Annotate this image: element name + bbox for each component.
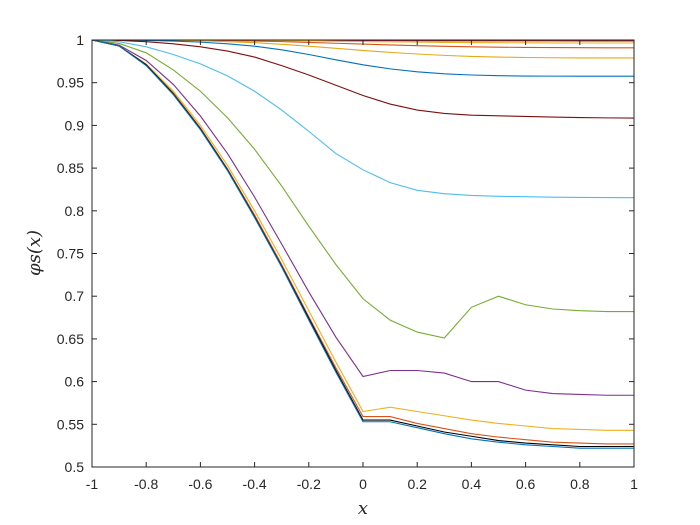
series-layer xyxy=(91,39,635,449)
x-tick-label: 0.8 xyxy=(570,476,590,492)
series-line-5 xyxy=(92,39,634,59)
series-line-7 xyxy=(91,39,635,119)
y-tick-label: 0.5 xyxy=(65,459,85,475)
y-tick-label: 0.7 xyxy=(65,288,85,304)
x-tick-label: 1 xyxy=(630,476,638,492)
series-line-11 xyxy=(91,39,634,431)
y-tick-label: 0.75 xyxy=(57,246,84,262)
y-tick-label: 0.8 xyxy=(65,203,85,219)
series-line-14 xyxy=(91,39,634,449)
series-line-8 xyxy=(91,39,635,199)
y-tick-label: 0.95 xyxy=(57,75,84,91)
x-tick-label: 0.4 xyxy=(462,476,482,492)
y-tick-label: 1 xyxy=(76,32,84,48)
y-tick-label: 0.85 xyxy=(57,160,84,176)
series-line-10 xyxy=(91,39,634,396)
y-tick-label: 0.65 xyxy=(57,331,84,347)
x-ticks: -1 -0.8 -0.6 -0.4 -0.2 0 0.2 0.4 0.6 0.8 1 xyxy=(86,40,638,492)
x-tick-label: -1 xyxy=(86,476,99,492)
y-tick-label: 0.55 xyxy=(57,416,84,432)
plot-area-background xyxy=(92,40,634,467)
x-tick-label: 0 xyxy=(359,476,367,492)
x-tick-label: -0.8 xyxy=(134,476,158,492)
series-line-9 xyxy=(91,39,634,339)
series-line-6 xyxy=(91,39,634,77)
x-tick-label: -0.6 xyxy=(188,476,212,492)
y-axis-label: φs(x) xyxy=(24,230,45,276)
x-tick-label: -0.4 xyxy=(243,476,267,492)
x-tick-label: 0.2 xyxy=(407,476,427,492)
y-ticks: 0.5 0.55 0.6 0.65 0.7 0.75 0.8 0.85 0.9 0.95 1 xyxy=(57,32,634,475)
x-axis-label: x xyxy=(358,498,368,519)
y-tick-label: 0.6 xyxy=(65,374,85,390)
x-tick-label: 0.6 xyxy=(516,476,536,492)
y-tick-label: 0.9 xyxy=(65,117,85,133)
x-tick-label: -0.2 xyxy=(297,476,321,492)
